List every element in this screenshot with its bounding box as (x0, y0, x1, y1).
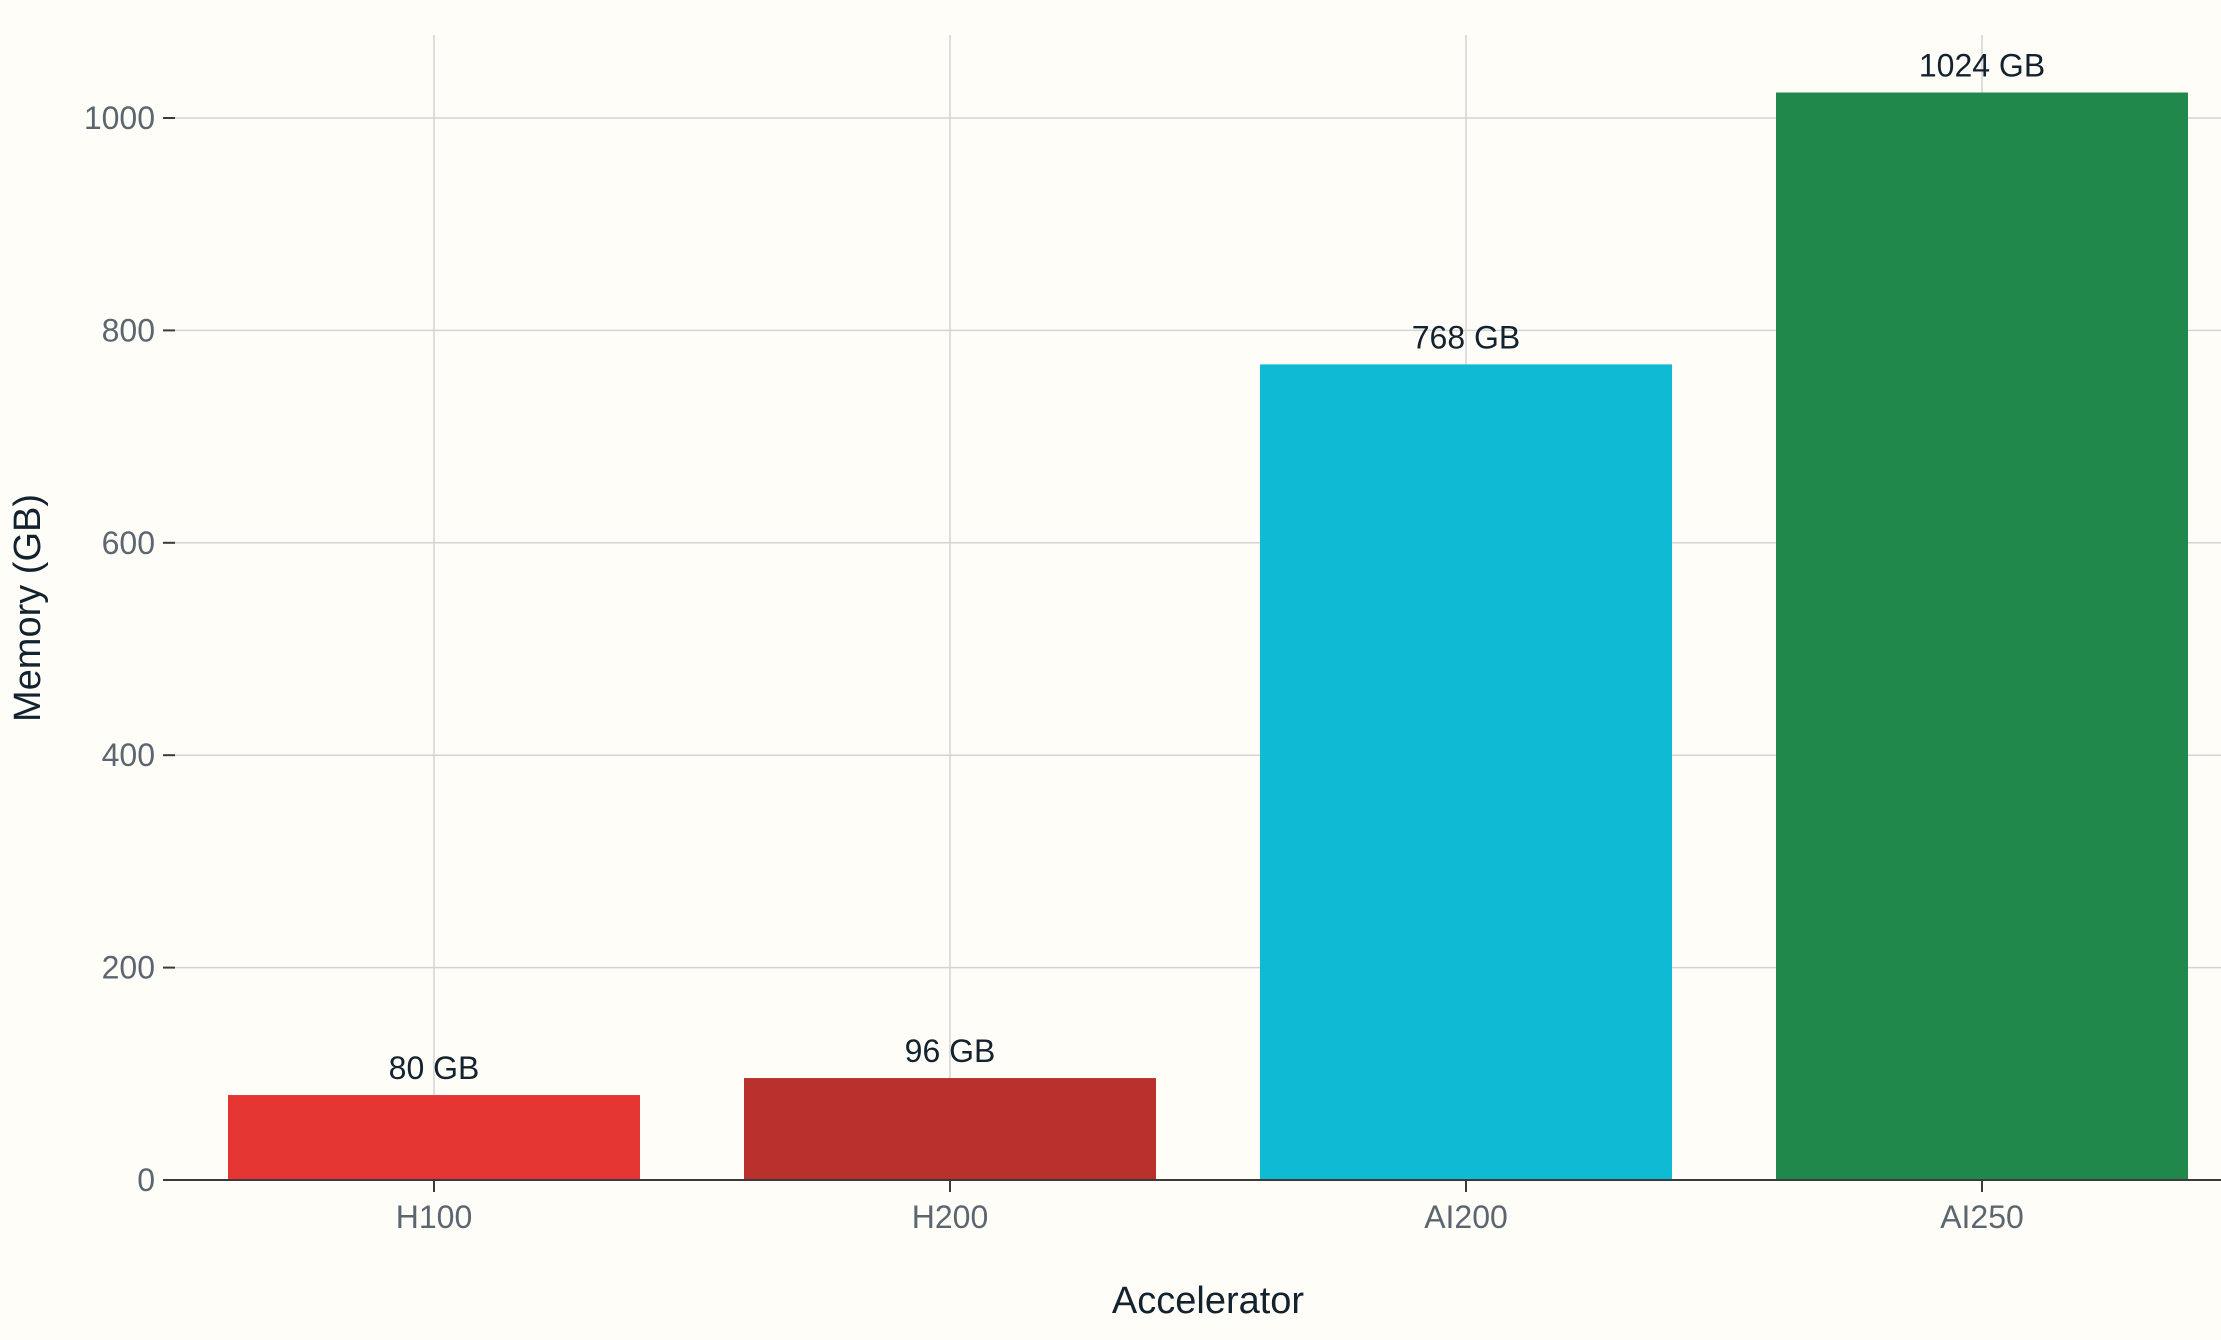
y-tick-label: 800 (102, 312, 155, 348)
x-axis-title: Accelerator (1112, 1280, 1305, 1322)
y-tick-label: 0 (137, 1162, 155, 1198)
x-axis-ticks: H100 H200 AI200 AI250 (396, 1180, 2024, 1235)
data-label: 80 GB (389, 1050, 480, 1086)
bars (228, 92, 2188, 1181)
data-label: 768 GB (1412, 319, 1521, 355)
bar-h100 (228, 1095, 640, 1180)
y-tick-label: 600 (102, 525, 155, 561)
data-label: 1024 GB (1919, 48, 2045, 84)
data-labels: 80 GB 96 GB 768 GB 1024 GB (389, 48, 2046, 1087)
data-label: 96 GB (905, 1033, 996, 1069)
y-tick-label: 200 (102, 950, 155, 986)
y-tick-label: 400 (102, 737, 155, 773)
y-axis-title: Memory (GB) (7, 494, 49, 722)
bar-h200 (744, 1078, 1156, 1180)
x-tick-label: H100 (396, 1199, 473, 1235)
y-axis-ticks: 0 200 400 600 800 1000 (84, 100, 175, 1198)
x-tick-label: AI250 (1940, 1199, 2024, 1235)
bar-ai200 (1260, 364, 1672, 1180)
y-tick-label: 1000 (84, 100, 155, 136)
x-tick-label: AI200 (1424, 1199, 1508, 1235)
bar-ai250 (1776, 92, 2188, 1181)
x-gridlines (433, 35, 1983, 1180)
x-tick-label: H200 (912, 1199, 989, 1235)
